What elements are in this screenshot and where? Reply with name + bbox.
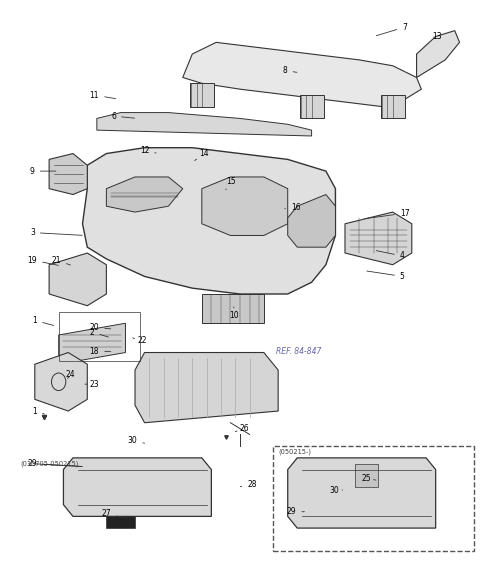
Text: 28: 28 [240,480,257,489]
Text: 25: 25 [361,474,376,483]
Text: 27: 27 [102,509,128,519]
Text: (030705-050215): (030705-050215) [21,460,79,467]
Text: 20: 20 [90,323,111,332]
Text: 6: 6 [111,112,134,121]
FancyBboxPatch shape [355,464,378,487]
Text: 26: 26 [235,424,250,433]
Polygon shape [183,42,421,107]
Polygon shape [63,458,211,516]
Polygon shape [35,353,87,411]
Text: 2: 2 [90,328,108,337]
Text: 29: 29 [27,459,82,468]
Polygon shape [288,458,436,528]
Text: 9: 9 [30,166,56,176]
Text: 12: 12 [140,146,156,155]
Polygon shape [59,323,125,364]
Text: 1: 1 [33,406,44,416]
Polygon shape [49,153,87,195]
FancyBboxPatch shape [300,95,324,118]
Polygon shape [202,177,288,235]
Text: 30: 30 [330,486,343,495]
Polygon shape [49,253,107,306]
Text: 1: 1 [33,316,54,325]
Polygon shape [345,212,412,265]
Text: 16: 16 [285,203,300,212]
FancyBboxPatch shape [107,516,135,528]
FancyBboxPatch shape [381,95,405,118]
Text: 17: 17 [364,209,409,219]
Text: 7: 7 [376,23,407,36]
Text: REF. 84-847: REF. 84-847 [276,347,321,356]
Text: 3: 3 [30,228,82,237]
Text: 21: 21 [51,256,71,265]
Text: 4: 4 [376,250,405,260]
Text: (050215-): (050215-) [278,449,311,455]
Text: 19: 19 [27,256,58,265]
Polygon shape [83,148,336,294]
Text: 10: 10 [229,307,239,319]
Text: 15: 15 [226,177,236,190]
Text: 22: 22 [132,336,147,345]
Text: 23: 23 [85,380,99,389]
Polygon shape [135,353,278,423]
Text: 30: 30 [128,436,144,445]
Polygon shape [202,294,264,323]
Text: 14: 14 [195,149,209,161]
Text: 18: 18 [90,347,111,356]
FancyBboxPatch shape [190,83,214,107]
Text: 29: 29 [287,507,304,516]
Text: 5: 5 [367,271,405,281]
Polygon shape [107,177,183,212]
Polygon shape [97,112,312,136]
Polygon shape [288,195,336,247]
Text: 24: 24 [66,370,75,379]
Text: 13: 13 [432,32,442,41]
Polygon shape [417,31,459,78]
Text: 8: 8 [283,66,297,75]
Text: 11: 11 [90,91,116,99]
